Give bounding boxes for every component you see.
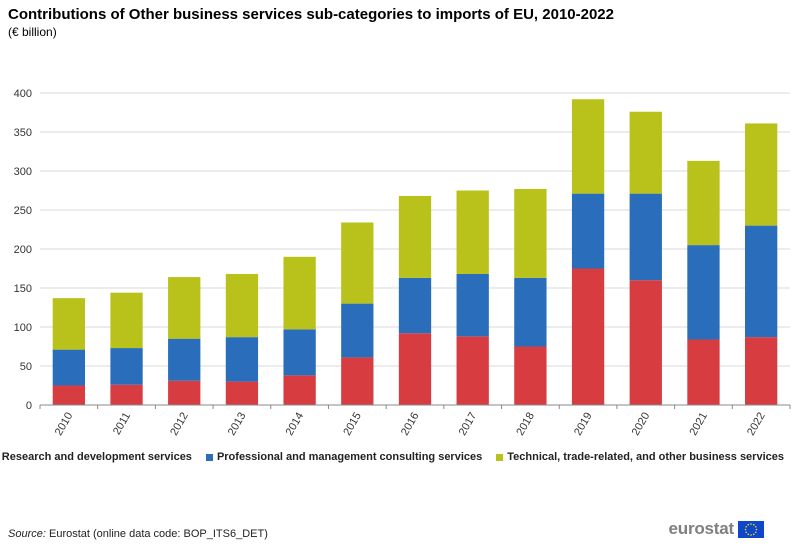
x-tick-label: 2011	[111, 411, 133, 437]
bar-professional-2014	[283, 329, 316, 376]
eurostat-logo: eurostat	[669, 519, 764, 539]
bar-professional-2020	[629, 193, 662, 281]
bar-research-2014	[283, 375, 316, 405]
bar-research-2021	[687, 339, 720, 405]
legend-label: Technical, trade-related, and other busi…	[507, 451, 784, 463]
chart-subtitle: (€ billion)	[8, 25, 57, 39]
bar-research-2013	[225, 381, 259, 405]
y-tick-label: 0	[26, 400, 32, 412]
x-tick-label: 2022	[745, 411, 768, 438]
bar-technical-2013	[225, 273, 259, 338]
x-tick-label: 2018	[514, 411, 537, 438]
bar-research-2011	[110, 384, 143, 405]
legend-label: Research and development services	[1, 451, 192, 463]
bar-research-2022	[745, 337, 778, 405]
bar-technical-2011	[110, 292, 143, 349]
bar-technical-2019	[571, 99, 605, 194]
y-tick-label: 300	[14, 166, 32, 178]
source-label: Source:	[8, 528, 46, 540]
bar-research-2012	[168, 380, 201, 405]
x-tick-label: 2012	[168, 411, 191, 438]
bar-research-2018	[514, 346, 547, 405]
legend-label: Professional and management consulting s…	[216, 451, 483, 463]
stacked-bar-chart: 0 50 100 150 200 250 300 350 400 2010 2011 2012 2013…	[14, 88, 791, 438]
bar-research-2017	[456, 336, 489, 405]
bar-technical-2015	[341, 222, 374, 304]
y-tick-label: 50	[20, 361, 32, 373]
source-note: Source: Eurostat (online data code: BOP_…	[8, 528, 268, 540]
chart-legend: Research and development services Profess…	[2, 451, 784, 463]
bar-technical-2022	[745, 123, 778, 226]
bar-professional-2013	[225, 337, 259, 382]
y-tick-label: 400	[14, 88, 32, 100]
bar-professional-2011	[110, 348, 143, 385]
source-text: Eurostat (online data code: BOP_ITS6_DET…	[48, 528, 268, 540]
legend-item-research: Research and development services	[0, 451, 192, 463]
bar-technical-2021	[687, 160, 720, 246]
x-tick-label: 2019	[572, 411, 595, 438]
legend-item-technical: Technical, trade-related, and other busi…	[496, 451, 784, 463]
x-tick-label: 2010	[53, 411, 76, 438]
bar-research-2010	[52, 385, 85, 405]
x-tick-label: 2015	[341, 411, 364, 438]
bar-technical-2014	[283, 256, 316, 330]
bar-research-2016	[398, 333, 432, 405]
bar-professional-2016	[398, 277, 432, 334]
bar-technical-2010	[52, 298, 85, 350]
bar-technical-2017	[456, 190, 489, 274]
y-tick-label: 100	[14, 322, 32, 334]
legend-swatch	[205, 453, 213, 461]
bar-technical-2012	[168, 277, 201, 339]
bar-professional-2012	[168, 338, 201, 381]
x-tick-label: 2016	[399, 411, 422, 438]
bar-professional-2018	[514, 277, 547, 347]
x-tick-label: 2021	[687, 411, 710, 438]
bar-professional-2015	[341, 303, 374, 358]
logo-text: eurostat	[668, 519, 735, 538]
x-tick-label: 2017	[457, 411, 480, 438]
legend-swatch	[496, 453, 504, 461]
bar-professional-2022	[745, 225, 778, 338]
y-tick-label: 350	[14, 127, 32, 139]
bar-professional-2019	[571, 193, 605, 269]
bar-research-2019	[571, 268, 605, 405]
bar-technical-2016	[398, 195, 432, 278]
bar-research-2015	[341, 357, 374, 405]
bar-professional-2010	[52, 349, 85, 386]
y-tick-label: 250	[14, 205, 32, 217]
bar-professional-2017	[456, 273, 489, 337]
legend-item-professional: Professional and management consulting s…	[205, 451, 483, 463]
bar-professional-2021	[687, 245, 720, 340]
bar-research-2020	[629, 280, 662, 405]
y-tick-label: 200	[14, 244, 32, 256]
chart-title: Contributions of Other business services…	[8, 6, 614, 23]
x-tick-label: 2014	[284, 411, 307, 438]
x-tick-label: 2020	[630, 411, 653, 438]
y-tick-label: 150	[14, 283, 32, 295]
bar-technical-2018	[514, 188, 547, 278]
bar-technical-2020	[629, 111, 662, 194]
x-tick-label: 2013	[226, 411, 249, 438]
eu-flag-icon	[738, 520, 764, 538]
